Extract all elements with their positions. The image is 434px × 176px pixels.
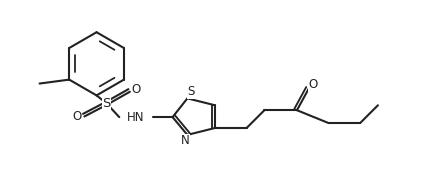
Text: O: O bbox=[308, 78, 317, 91]
Text: S: S bbox=[187, 85, 195, 98]
Text: HN: HN bbox=[127, 111, 145, 124]
Text: O: O bbox=[72, 110, 82, 123]
Text: S: S bbox=[102, 97, 111, 110]
Text: O: O bbox=[132, 83, 141, 96]
Text: N: N bbox=[181, 134, 190, 147]
